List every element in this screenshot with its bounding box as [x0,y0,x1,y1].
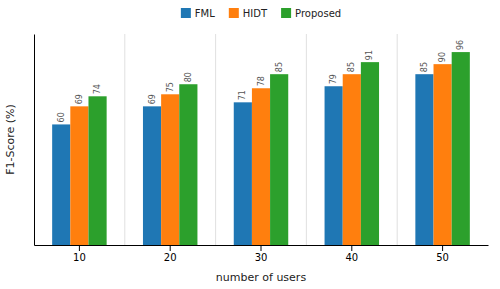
bar [143,106,161,245]
bar [325,86,343,245]
group-divider [124,34,125,245]
x-tick-label: 10 [73,252,86,263]
x-tick-label: 30 [255,252,268,263]
data-label: 85 [420,62,429,72]
data-label: 96 [456,40,465,50]
x-tick: 10 [73,245,86,263]
bar [52,124,70,245]
bar [70,106,88,245]
data-labels: 60 69 71 79 85 69 75 78 85 90 74 80 85 91 96 [57,40,466,123]
data-label: 90 [438,52,447,62]
group-divider [397,34,398,245]
y-axis [34,35,35,246]
y-axis-title: F1-Score (%) [4,104,17,175]
bar [361,62,379,245]
bar [252,88,270,245]
bar [161,94,179,245]
group-divider [215,34,216,245]
x-tick-mark [79,245,80,251]
legend-label: FML [195,8,215,19]
bar [452,52,470,245]
data-label: 85 [347,62,356,72]
data-label: 75 [166,82,175,92]
bar [343,74,361,245]
legend-swatch [181,8,191,18]
x-tick: 40 [345,245,358,263]
plot-area: 60 69 71 79 85 69 75 78 85 90 74 80 85 91 96 10 20 30 40 50 [35,34,489,263]
data-label: 91 [365,50,374,60]
data-label: 60 [57,112,66,122]
data-label: 85 [275,62,284,72]
bar [88,96,106,245]
x-axis: 10 20 30 40 50 [35,245,489,263]
group-dividers [125,34,397,245]
bars [52,52,470,245]
data-label: 78 [257,76,266,86]
y-axis-line [34,35,35,246]
data-label: 79 [329,74,338,84]
data-label: 71 [238,90,247,100]
x-tick-mark [351,245,352,251]
chart-container: 60 69 71 79 85 69 75 78 85 90 74 80 85 91 96 10 20 30 40 50… [0,0,500,289]
bar [179,84,197,245]
bar [415,74,433,245]
legend: FML HIDT Proposed [181,8,341,19]
x-tick: 20 [164,245,177,263]
bar-series [70,64,451,245]
x-tick-mark [261,245,262,251]
bar [270,74,288,245]
x-tick-label: 20 [164,252,177,263]
x-tick-mark [170,245,171,251]
legend-label: HIDT [243,8,268,19]
x-tick: 30 [255,245,268,263]
x-tick-mark [442,245,443,251]
x-tick-label: 50 [436,252,449,263]
group-divider [306,34,307,245]
legend-item: FML [181,8,215,19]
bar [434,64,452,245]
x-tick: 50 [436,245,449,263]
data-label: 69 [75,94,84,104]
legend-label: Proposed [295,8,341,19]
legend-swatch [229,8,239,18]
legend-item: HIDT [229,8,268,19]
data-label: 80 [184,72,193,82]
chart-svg: 60 69 71 79 85 69 75 78 85 90 74 80 85 91 96 10 20 30 40 50… [0,0,500,289]
bar [234,102,252,245]
legend-item: Proposed [281,8,341,19]
data-label: 74 [93,84,102,94]
bar-series [88,52,469,245]
x-tick-label: 40 [345,252,358,263]
legend-swatch [281,8,291,18]
x-axis-title: number of users [216,271,307,284]
data-label: 69 [148,94,157,104]
